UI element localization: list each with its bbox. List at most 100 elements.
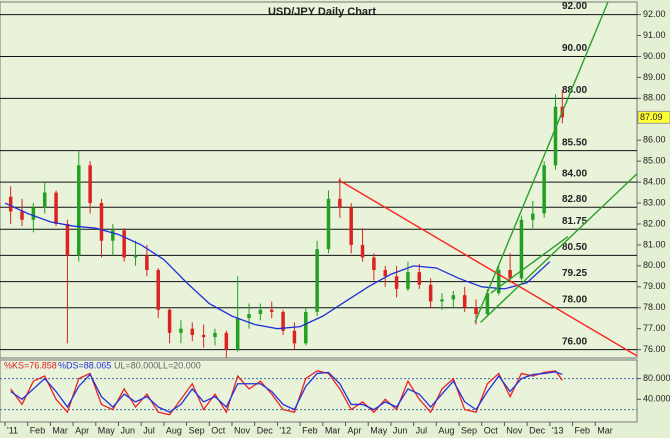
x-tick-label: Jun [393, 425, 408, 435]
candle-body [360, 244, 365, 258]
candle-body [474, 307, 478, 315]
stoch-panel [0, 359, 638, 423]
candle-body [145, 255, 149, 271]
x-tick-label: Sep [461, 425, 477, 435]
candle-body [281, 311, 285, 331]
candle-body [20, 211, 24, 220]
trendline [474, 1, 609, 323]
level-label: 84.00 [562, 169, 587, 180]
stoch-legend: LL=20.000 [158, 360, 201, 370]
x-tick-label: Feb [575, 425, 591, 435]
y-tick-label: 92.00 [643, 9, 666, 19]
candle-body [315, 249, 319, 312]
candle-body [451, 295, 456, 300]
x-tick-label: Jul [143, 425, 155, 435]
candle-body [531, 213, 535, 220]
candle-body [111, 230, 115, 241]
stoch-line [10, 371, 563, 413]
candle-body [304, 311, 308, 344]
x-tick-label: '12 [279, 425, 291, 435]
candle-body [326, 198, 331, 250]
candle-body [156, 270, 160, 310]
y-tick-label: 78.00 [643, 302, 666, 312]
candle-body [88, 165, 92, 204]
stoch-line [10, 370, 563, 416]
candle-body [190, 328, 195, 335]
stoch-legend: %DS=88.065 [58, 360, 111, 370]
level-label: 76.00 [562, 336, 587, 347]
x-tick-label: Nov [234, 425, 251, 435]
x-tick-label: Aug [166, 425, 182, 435]
level-label: 92.00 [562, 1, 587, 12]
y-tick-label: 86.00 [643, 135, 666, 145]
candle-body [122, 230, 126, 258]
y-tick-label: 79.00 [643, 281, 666, 291]
x-tick-label: Mar [52, 425, 68, 435]
stoch-legend: %KS=76.858 [4, 360, 57, 370]
candle-body [394, 276, 399, 289]
candle-body [553, 106, 558, 166]
y-tick-label: 84.00 [643, 176, 666, 186]
moving-average [4, 202, 551, 330]
candle-body [224, 332, 229, 350]
candle-body [54, 192, 58, 224]
x-tick-label: Oct [484, 425, 499, 435]
x-tick-label: Dec [257, 425, 274, 435]
candle-body [496, 270, 501, 294]
candle-body [292, 330, 297, 344]
trendline [338, 179, 638, 357]
level-label: 88.00 [562, 85, 587, 96]
candle-body [213, 332, 217, 338]
x-tick-label: '13 [552, 425, 564, 435]
stoch-legend: UL=80.000 [114, 360, 158, 370]
candle-body [508, 270, 512, 279]
x-tick-label: Jul [416, 425, 428, 435]
x-tick-label: Apr [348, 425, 362, 435]
y-tick-label: 81.00 [643, 239, 666, 249]
candle-body [269, 309, 274, 312]
x-tick-label: May [98, 425, 116, 435]
candle-body [383, 270, 387, 277]
candle-body [462, 295, 467, 308]
level-label: 78.00 [562, 294, 587, 305]
level-label: 80.50 [562, 242, 587, 253]
candle-body [179, 328, 183, 333]
x-tick-label: '11 [7, 425, 18, 435]
x-tick-label: Feb [302, 425, 318, 435]
x-tick-label: Dec [529, 425, 546, 435]
level-label: 79.25 [562, 268, 587, 279]
x-tick-label: Mar [325, 425, 341, 435]
y-tick-label: 89.00 [643, 72, 666, 82]
candle-body [133, 255, 138, 258]
y-tick-label: 85.00 [643, 156, 666, 166]
y-tick-label: 90.00 [643, 51, 666, 61]
last-price-label: 87.09 [640, 112, 663, 122]
stoch-tick-label: 80.000 [643, 373, 670, 383]
candle-body [42, 192, 47, 208]
candle-body [372, 257, 376, 271]
level-label: 82.80 [562, 194, 587, 205]
candle-body [31, 207, 36, 220]
x-tick-label: Aug [438, 425, 454, 435]
candle-body [440, 299, 444, 302]
candle-body [8, 196, 13, 212]
last-price-box [637, 110, 670, 124]
candle-body [485, 293, 490, 315]
level-label: 85.50 [562, 137, 587, 148]
y-tick-label: 80.00 [643, 260, 666, 270]
x-tick-label: Feb [30, 425, 46, 435]
y-tick-label: 76.00 [643, 344, 666, 354]
x-tick-label: Jun [121, 425, 136, 435]
candle-body [235, 318, 240, 350]
trendline [480, 173, 638, 323]
y-tick-label: 77.00 [643, 323, 666, 333]
x-tick-label: Nov [506, 425, 523, 435]
y-tick-label: 91.00 [643, 30, 666, 40]
trendline [490, 235, 569, 294]
candle-body [201, 334, 206, 338]
candle-body [258, 309, 263, 315]
y-tick-label: 83.00 [643, 197, 666, 207]
x-tick-label: Apr [75, 425, 89, 435]
candle-body [406, 272, 410, 289]
candle-body [167, 309, 172, 333]
